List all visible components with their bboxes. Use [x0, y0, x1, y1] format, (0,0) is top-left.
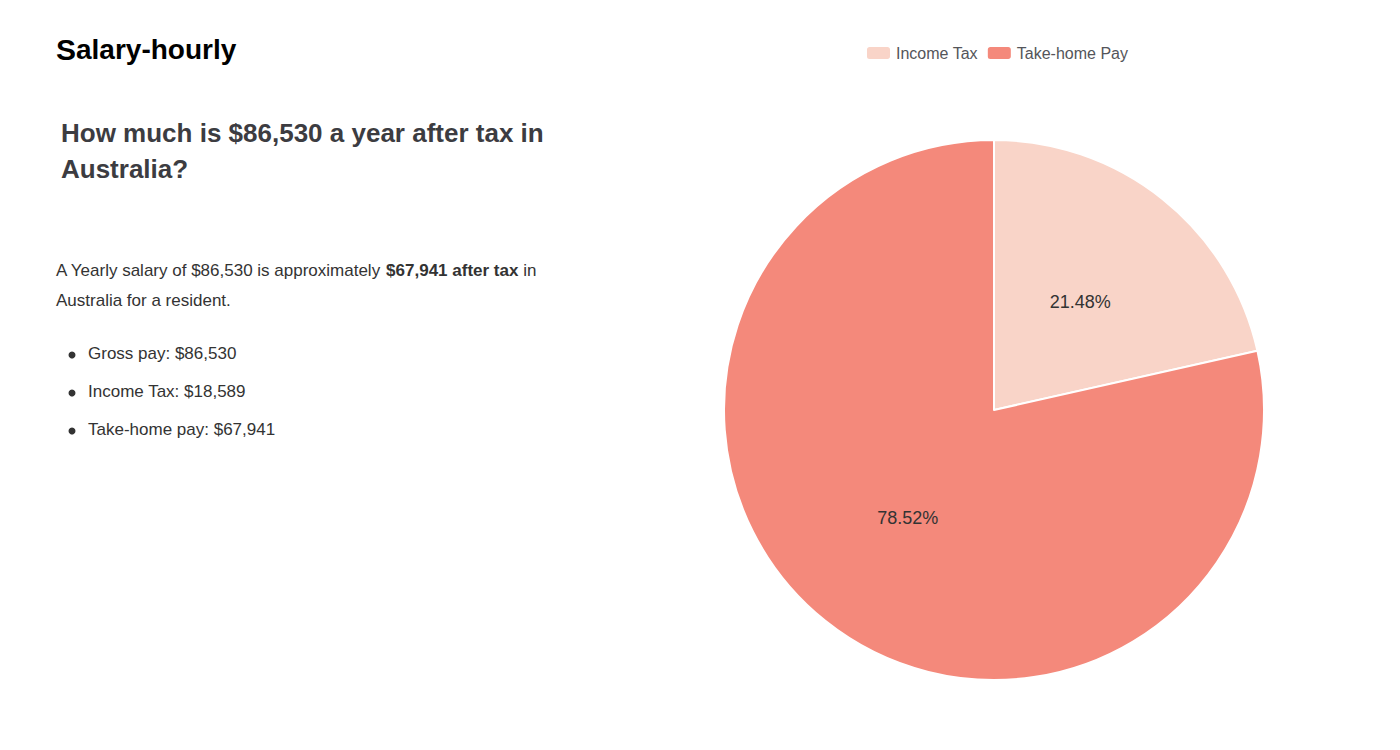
svg-text:Take-home Pay: Take-home Pay	[1017, 45, 1128, 62]
svg-text:alary-hourly: alary-hourly	[76, 34, 237, 65]
svg-text:Income Tax: $18,589: Income Tax: $18,589	[88, 382, 246, 401]
svg-text:S: S	[56, 33, 76, 66]
svg-text:Australia for a resident.: Australia for a resident.	[56, 291, 231, 310]
svg-text:in: in	[518, 261, 536, 280]
svg-text:How much is $86,530 a year aft: How much is $86,530 a year after tax in	[61, 118, 551, 148]
svg-text:Take-home pay: $67,941: Take-home pay: $67,941	[88, 420, 275, 439]
svg-text:$67,941 after tax: $67,941 after tax	[386, 261, 519, 280]
svg-text:Gross pay: $86,530: Gross pay: $86,530	[88, 344, 236, 363]
svg-text:Income Tax: Income Tax	[896, 45, 978, 62]
svg-text:21.48%: 21.48%	[1050, 292, 1111, 312]
svg-text:Australia?: Australia?	[61, 154, 188, 184]
svg-text:78.52%: 78.52%	[877, 508, 938, 528]
svg-text:A Yearly salary of $86,530 is: A Yearly salary of $86,530 is approximat…	[56, 261, 385, 280]
